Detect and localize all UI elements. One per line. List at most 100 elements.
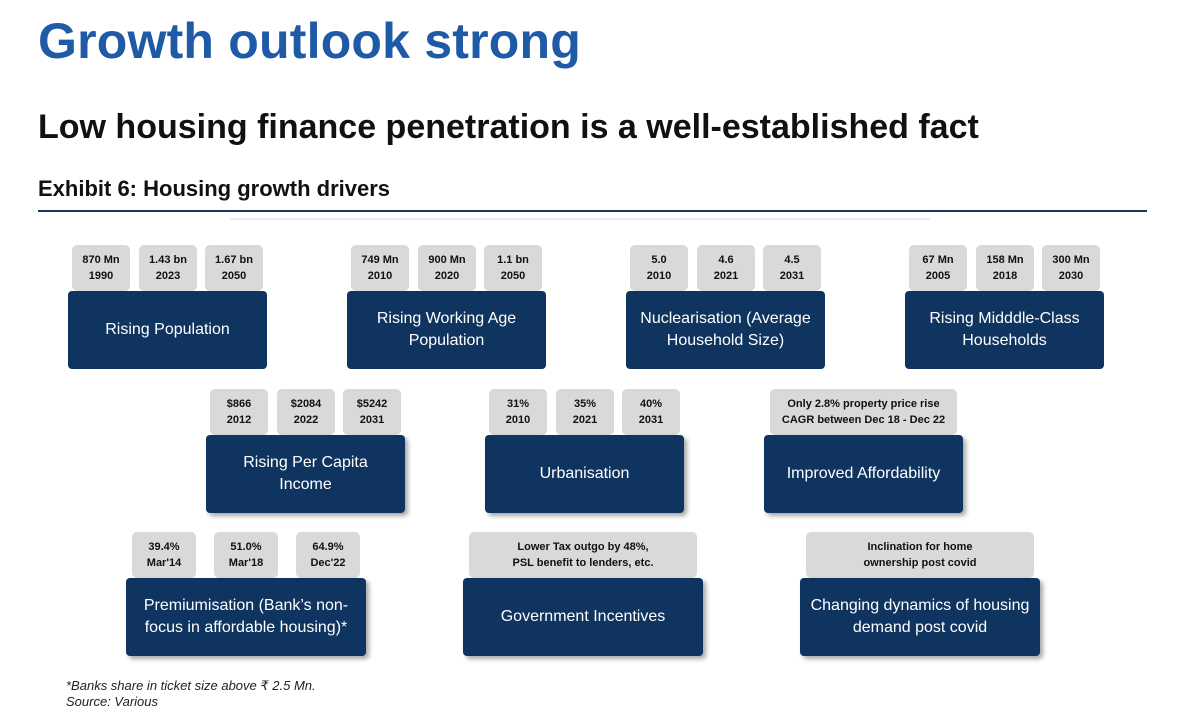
stat-date: 2012 bbox=[226, 414, 252, 426]
stat-tag: $2084 2022 bbox=[277, 389, 335, 435]
note-tag: Inclination for home ownership post covid bbox=[806, 532, 1034, 578]
stat-value: $5242 bbox=[356, 398, 388, 410]
stat-tag: 4.5 2031 bbox=[763, 245, 821, 291]
stat-value: 4.6 bbox=[718, 254, 734, 266]
stat-value: 870 Mn bbox=[82, 254, 120, 266]
stat-tag: 51.0% Mar'18 bbox=[214, 532, 278, 578]
driver-working-age-population: 749 Mn 2010 900 Mn 2020 1.1 bn 2050 Rising … bbox=[347, 245, 546, 369]
driver-tags: 870 Mn 1990 1.43 bn 2023 1.67 bn 2050 bbox=[68, 245, 267, 293]
stat-date: 2023 bbox=[155, 270, 181, 282]
stat-value: 40% bbox=[639, 398, 663, 410]
driver-rising-population: 870 Mn 1990 1.43 bn 2023 1.67 bn 2050 Risin… bbox=[68, 245, 267, 369]
stat-tag: 5.0 2010 bbox=[630, 245, 688, 291]
stat-date: 2030 bbox=[1058, 270, 1084, 282]
note-tag: Only 2.8% property price rise CAGR betwee… bbox=[770, 389, 957, 435]
stat-value: 31% bbox=[506, 398, 530, 410]
stat-tag: 40% 2031 bbox=[622, 389, 680, 435]
stat-tag: 1.1 bn 2050 bbox=[484, 245, 542, 291]
driver-improved-affordability: Only 2.8% property price rise CAGR betwee… bbox=[764, 389, 963, 513]
stat-tag: 1.67 bn 2050 bbox=[205, 245, 263, 291]
driver-tags: 749 Mn 2010 900 Mn 2020 1.1 bn 2050 bbox=[347, 245, 546, 293]
stat-value: 749 Mn bbox=[361, 254, 399, 266]
stat-tag: 749 Mn 2010 bbox=[351, 245, 409, 291]
stat-value: 900 Mn bbox=[428, 254, 466, 266]
stat-tag: 300 Mn 2030 bbox=[1042, 245, 1100, 291]
stat-value: 64.9% bbox=[312, 541, 344, 553]
driver-label: Government Incentives bbox=[463, 578, 703, 656]
driver-tags: 67 Mn 2005 158 Mn 2018 300 Mn 2030 bbox=[905, 245, 1104, 293]
stat-date: 2018 bbox=[992, 270, 1018, 282]
stat-date: 2050 bbox=[500, 270, 526, 282]
driver-government-incentives: Lower Tax outgo by 48%, PSL benefit to le… bbox=[463, 532, 703, 656]
page-title: Growth outlook strong bbox=[38, 13, 582, 69]
driver-tags: 39.4% Mar'14 51.0% Mar'18 64.9% Dec'22 bbox=[126, 532, 366, 580]
exhibit-title: Exhibit 6: Housing growth drivers bbox=[38, 176, 391, 201]
stat-value: 4.5 bbox=[784, 254, 800, 266]
driver-label: Rising Population bbox=[68, 291, 267, 369]
driver-label: Changing dynamics of housing demand post… bbox=[800, 578, 1040, 656]
driver-tags: $866 2012 $2084 2022 $5242 2031 bbox=[206, 389, 405, 437]
driver-post-covid-demand: Inclination for home ownership post covid… bbox=[800, 532, 1040, 656]
driver-nuclearisation: 5.0 2010 4.6 2021 4.5 2031 Nuclearisation (… bbox=[626, 245, 825, 369]
stat-date: 2020 bbox=[434, 270, 460, 282]
driver-per-capita-income: $866 2012 $2084 2022 $5242 2031 Rising Per … bbox=[206, 389, 405, 513]
stat-date: 2010 bbox=[646, 270, 672, 282]
driver-tags: 5.0 2010 4.6 2021 4.5 2031 bbox=[626, 245, 825, 293]
stat-value: 1.43 bn bbox=[149, 254, 187, 266]
note-line: PSL benefit to lenders, etc. bbox=[512, 557, 654, 569]
stat-value: 1.67 bn bbox=[215, 254, 253, 266]
driver-label: Nuclearisation (Average Household Size) bbox=[626, 291, 825, 369]
stat-value: 35% bbox=[573, 398, 597, 410]
driver-label: Rising Midddle-Class Households bbox=[905, 291, 1104, 369]
driver-tags: Lower Tax outgo by 48%, PSL benefit to le… bbox=[463, 532, 703, 580]
stat-tag: 35% 2021 bbox=[556, 389, 614, 435]
stat-tag: 1.43 bn 2023 bbox=[139, 245, 197, 291]
stat-date: 1990 bbox=[88, 270, 114, 282]
stat-tag: 67 Mn 2005 bbox=[909, 245, 967, 291]
driver-label: Rising Per Capita Income bbox=[206, 435, 405, 513]
stat-tag: 4.6 2021 bbox=[697, 245, 755, 291]
stat-tag: 31% 2010 bbox=[489, 389, 547, 435]
driver-tags: Only 2.8% property price rise CAGR betwee… bbox=[764, 389, 963, 437]
header-divider bbox=[38, 210, 1147, 212]
stat-date: Mar'18 bbox=[228, 557, 264, 569]
stat-value: 51.0% bbox=[230, 541, 262, 553]
stat-tag: 870 Mn 1990 bbox=[72, 245, 130, 291]
stat-value: 1.1 bn bbox=[497, 254, 529, 266]
footnote: *Banks share in ticket size above ₹ 2.5 … bbox=[66, 678, 316, 710]
driver-tags: 31% 2010 35% 2021 40% 2031 bbox=[485, 389, 684, 437]
stat-value: 5.0 bbox=[651, 254, 667, 266]
note-line: Lower Tax outgo by 48%, bbox=[517, 541, 649, 553]
stat-tag: 64.9% Dec'22 bbox=[296, 532, 360, 578]
stat-value: 158 Mn bbox=[986, 254, 1024, 266]
stat-tag: 900 Mn 2020 bbox=[418, 245, 476, 291]
stat-date: 2031 bbox=[779, 270, 805, 282]
driver-label: Urbanisation bbox=[485, 435, 684, 513]
note-tag: Lower Tax outgo by 48%, PSL benefit to le… bbox=[469, 532, 697, 578]
driver-urbanisation: 31% 2010 35% 2021 40% 2031 Urbanisation bbox=[485, 389, 684, 513]
stat-date: 2010 bbox=[367, 270, 393, 282]
note-line: Only 2.8% property price rise bbox=[787, 398, 940, 410]
note-line: CAGR between Dec 18 - Dec 22 bbox=[781, 414, 946, 426]
stat-value: 67 Mn bbox=[922, 254, 954, 266]
stat-tag: $5242 2031 bbox=[343, 389, 401, 435]
stat-date: Dec'22 bbox=[310, 557, 346, 569]
driver-label: Premiumisation (Bank’s non-focus in affo… bbox=[126, 578, 366, 656]
stat-value: $2084 bbox=[290, 398, 322, 410]
page-subtitle: Low housing finance penetration is a wel… bbox=[38, 108, 979, 146]
driver-label: Improved Affordability bbox=[764, 435, 963, 513]
driver-label: Rising Working Age Population bbox=[347, 291, 546, 369]
stat-date: 2010 bbox=[505, 414, 531, 426]
stat-date: 2005 bbox=[925, 270, 951, 282]
stat-date: 2031 bbox=[359, 414, 385, 426]
driver-middle-class-households: 67 Mn 2005 158 Mn 2018 300 Mn 2030 Rising M… bbox=[905, 245, 1104, 369]
stat-value: 300 Mn bbox=[1052, 254, 1090, 266]
note-line: ownership post covid bbox=[863, 557, 977, 569]
stat-tag: 158 Mn 2018 bbox=[976, 245, 1034, 291]
stat-tag: $866 2012 bbox=[210, 389, 268, 435]
stat-tag: 39.4% Mar'14 bbox=[132, 532, 196, 578]
note-line: Inclination for home bbox=[867, 541, 973, 553]
stat-date: 2031 bbox=[638, 414, 664, 426]
header-divider-shadow bbox=[230, 218, 930, 220]
stat-value: 39.4% bbox=[148, 541, 180, 553]
